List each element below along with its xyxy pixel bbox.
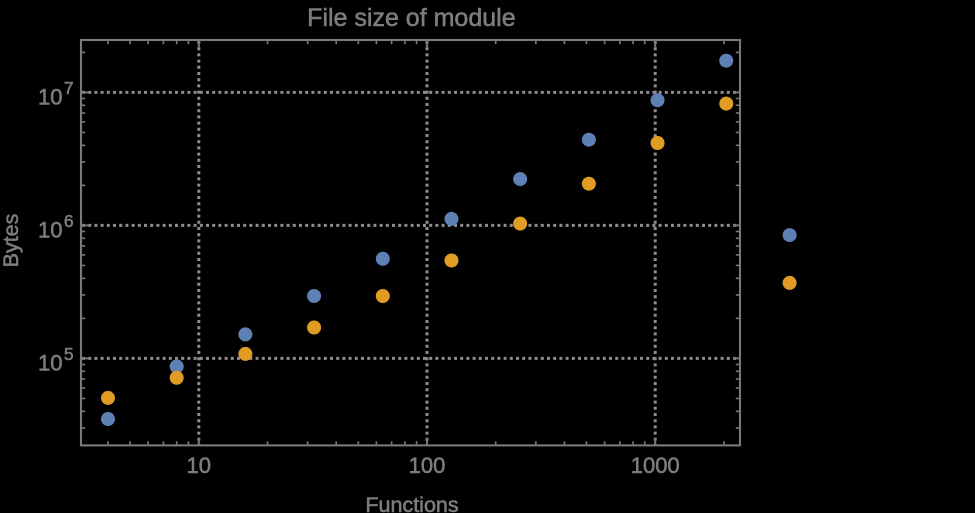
svg-text:6: 6: [64, 211, 74, 231]
svg-text:10: 10: [38, 218, 62, 243]
svg-text:10: 10: [187, 453, 211, 478]
svg-text:1000: 1000: [631, 453, 680, 478]
svg-text:100: 100: [409, 453, 446, 478]
svg-text:Functions: Functions: [365, 493, 458, 513]
svg-text:7: 7: [64, 78, 74, 98]
svg-text:10: 10: [38, 85, 62, 110]
svg-text:5: 5: [64, 344, 74, 364]
svg-text:10: 10: [38, 351, 62, 376]
svg-text:Bytes: Bytes: [0, 214, 23, 268]
svg-text:File size of module: File size of module: [307, 4, 515, 32]
